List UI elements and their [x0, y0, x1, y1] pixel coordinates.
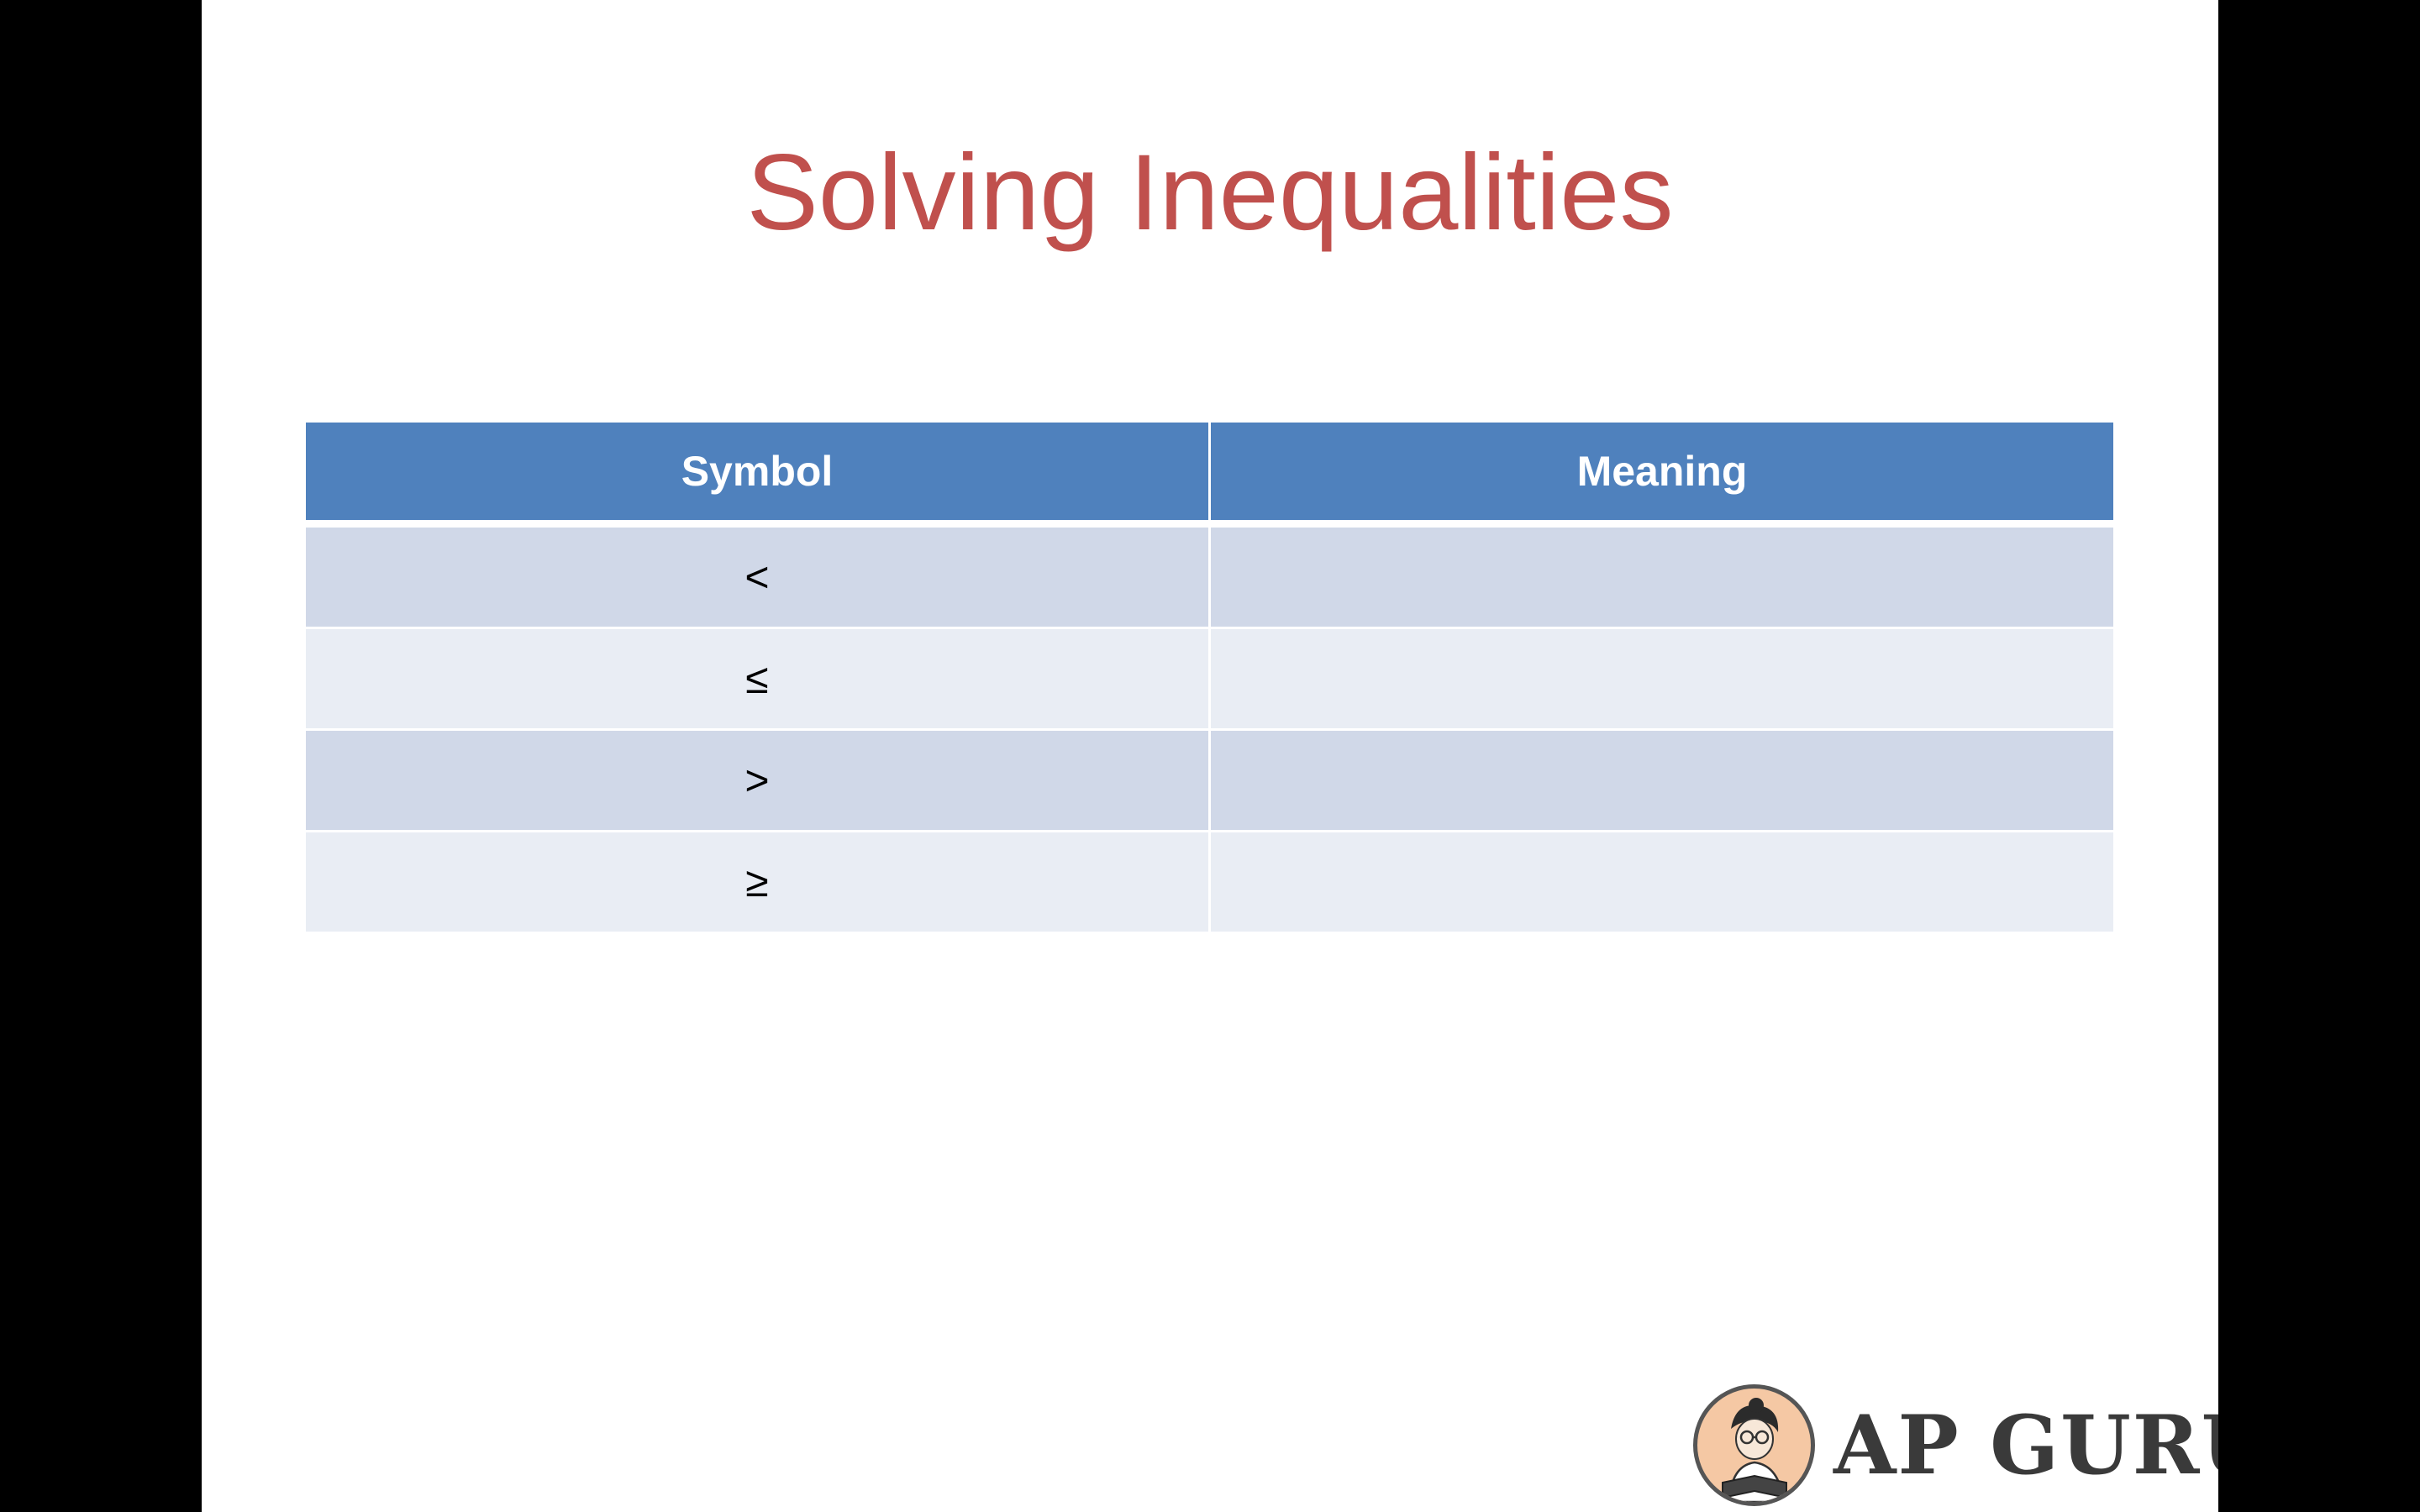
table-row: <: [303, 522, 2116, 629]
meaning-cell: [1208, 830, 2116, 934]
symbol-cell: ≤: [303, 627, 1211, 731]
symbol-cell: <: [303, 522, 1211, 629]
inequality-symbol-table: Symbol Meaning < ≤ > ≥: [303, 420, 2116, 934]
reader-mascot-icon: [1693, 1383, 1815, 1506]
column-header-meaning: Meaning: [1208, 420, 2116, 528]
table-row: >: [303, 728, 2116, 832]
meaning-cell: [1208, 728, 2116, 832]
meaning-cell: [1208, 627, 2116, 731]
logo-wordmark: AP GURU: [1833, 1397, 2218, 1493]
slide-canvas: Solving Inequalities Symbol Meaning < ≤: [202, 0, 2218, 1512]
ap-guru-logo: AP GURU: [1693, 1378, 2218, 1512]
symbol-cell: ≥: [303, 830, 1211, 934]
table-row: ≥: [303, 830, 2116, 934]
slide-title: Solving Inequalities: [746, 133, 1674, 253]
meaning-cell: [1208, 522, 2116, 629]
table-header-row: Symbol Meaning: [303, 420, 2116, 528]
table-row: ≤: [303, 627, 2116, 731]
column-header-symbol: Symbol: [303, 420, 1211, 528]
symbol-cell: >: [303, 728, 1211, 832]
